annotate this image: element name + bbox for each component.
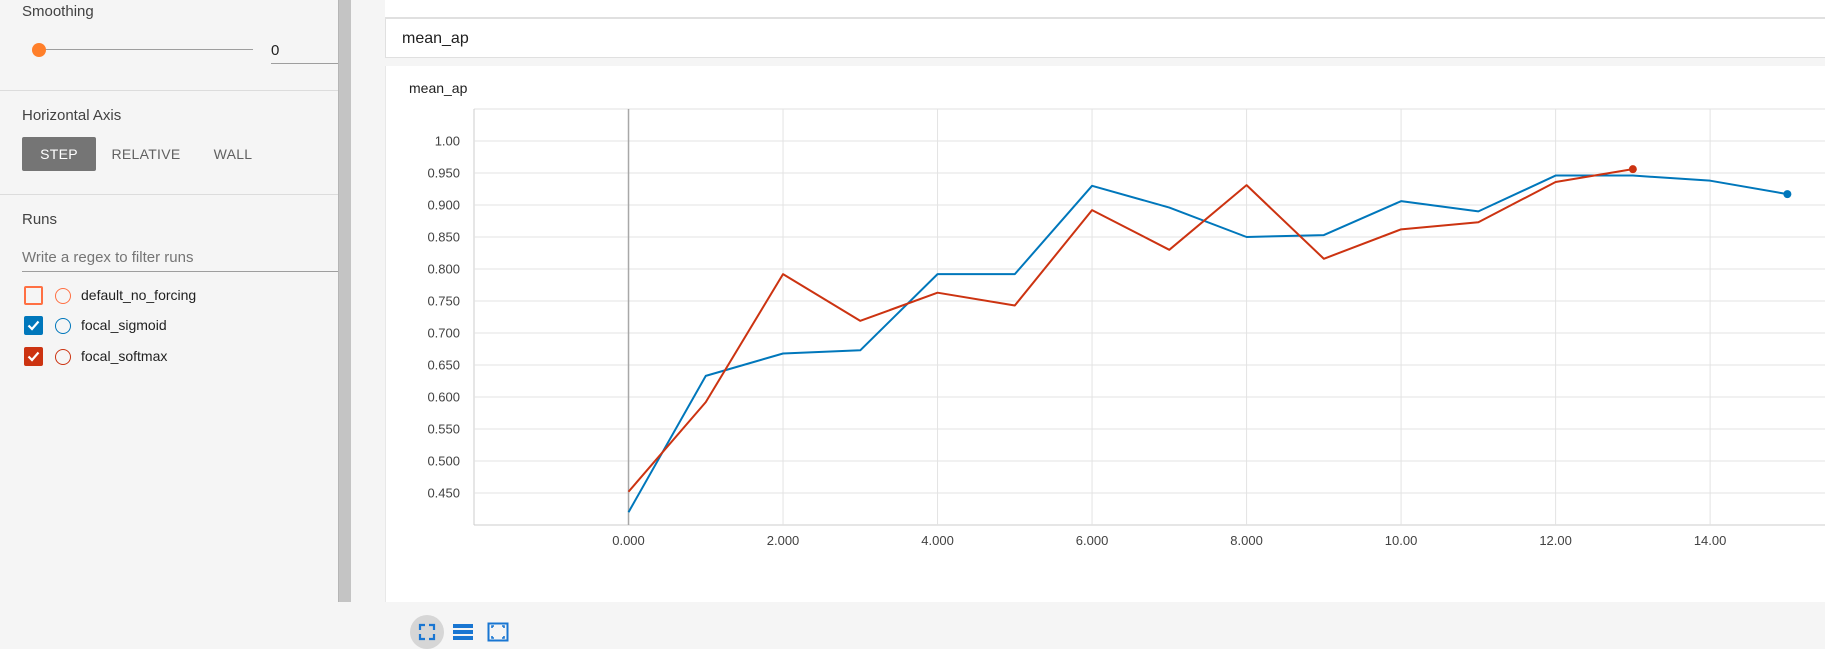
axis-step-button[interactable]: STEP [22, 137, 96, 171]
tag-group-title: mean_ap [402, 30, 469, 47]
checkmark-icon [27, 351, 40, 362]
run-label: default_no_forcing [81, 287, 197, 303]
x-tick-label: 2.000 [767, 533, 800, 546]
y-tick-label: 0.950 [427, 166, 460, 181]
series-end-point-focal_sigmoid [1783, 190, 1792, 199]
runs-filter-input[interactable] [22, 244, 338, 272]
sidebar: Smoothing Horizontal Axis STEP RELATIVE … [0, 0, 338, 602]
fit-domain-button[interactable] [480, 615, 514, 649]
x-tick-label: 0.000 [612, 533, 645, 546]
run-color-circle-icon[interactable] [55, 288, 71, 304]
fit-domain-icon [487, 622, 509, 642]
divider [0, 194, 338, 195]
y-tick-label: 0.450 [427, 486, 460, 501]
run-color-circle-icon[interactable] [55, 318, 71, 334]
y-tick-label: 0.700 [427, 326, 460, 341]
y-tick-label: 0.850 [427, 230, 460, 245]
y-tick-label: 0.900 [427, 198, 460, 213]
y-tick-label: 0.600 [427, 390, 460, 405]
run-label: focal_softmax [81, 348, 168, 364]
run-checkbox[interactable] [24, 286, 43, 305]
x-tick-label: 4.000 [921, 533, 954, 546]
x-tick-label: 14.00 [1694, 533, 1727, 546]
axis-wall-button[interactable]: WALL [213, 146, 253, 162]
y-tick-label: 0.750 [427, 294, 460, 309]
run-label: focal_sigmoid [81, 317, 167, 333]
y-tick-label: 0.550 [427, 422, 460, 437]
x-tick-label: 8.000 [1230, 533, 1263, 546]
x-tick-label: 6.000 [1076, 533, 1109, 546]
horizontal-axis-title: Horizontal Axis [22, 107, 122, 124]
y-tick-label: 0.500 [427, 454, 460, 469]
runs-title: Runs [22, 211, 58, 228]
fullscreen-icon [418, 623, 436, 641]
fullscreen-button[interactable] [410, 615, 444, 649]
run-checkbox[interactable] [24, 316, 43, 335]
tag-group-header[interactable]: mean_ap [385, 18, 1825, 58]
data-table-button[interactable] [445, 615, 479, 649]
data-table-icon [453, 624, 473, 640]
series-line-focal_softmax [627, 168, 1634, 493]
line-chart[interactable]: 0.450 0.500 0.550 0.600 0.650 0.700 0.750 0.800… [386, 66, 1825, 546]
x-tick-label: 12.00 [1539, 533, 1572, 546]
chart-title: mean_ap [409, 80, 468, 96]
sidebar-resize-handle[interactable] [338, 0, 351, 602]
checkmark-icon [27, 320, 40, 331]
run-checkbox[interactable] [24, 347, 43, 366]
smoothing-input[interactable] [271, 36, 338, 64]
y-tick-label: 0.650 [427, 358, 460, 373]
series-line-focal_sigmoid [627, 174, 1788, 513]
y-tick-label: 1.00 [435, 134, 460, 149]
smoothing-slider-track[interactable] [40, 49, 253, 50]
run-color-circle-icon[interactable] [55, 349, 71, 365]
previous-card-edge [385, 0, 1825, 18]
chart-card: mean_ap 0.450 0.500 0.550 0.600 0.650 0.700 0.… [385, 66, 1825, 649]
smoothing-slider-thumb[interactable] [32, 43, 46, 57]
x-tick-label: 10.00 [1385, 533, 1418, 546]
y-tick-label: 0.800 [427, 262, 460, 277]
smoothing-title: Smoothing [22, 3, 94, 20]
axis-relative-button[interactable]: RELATIVE [111, 146, 181, 162]
series-end-point-focal_softmax [1628, 165, 1637, 174]
divider [0, 90, 338, 91]
